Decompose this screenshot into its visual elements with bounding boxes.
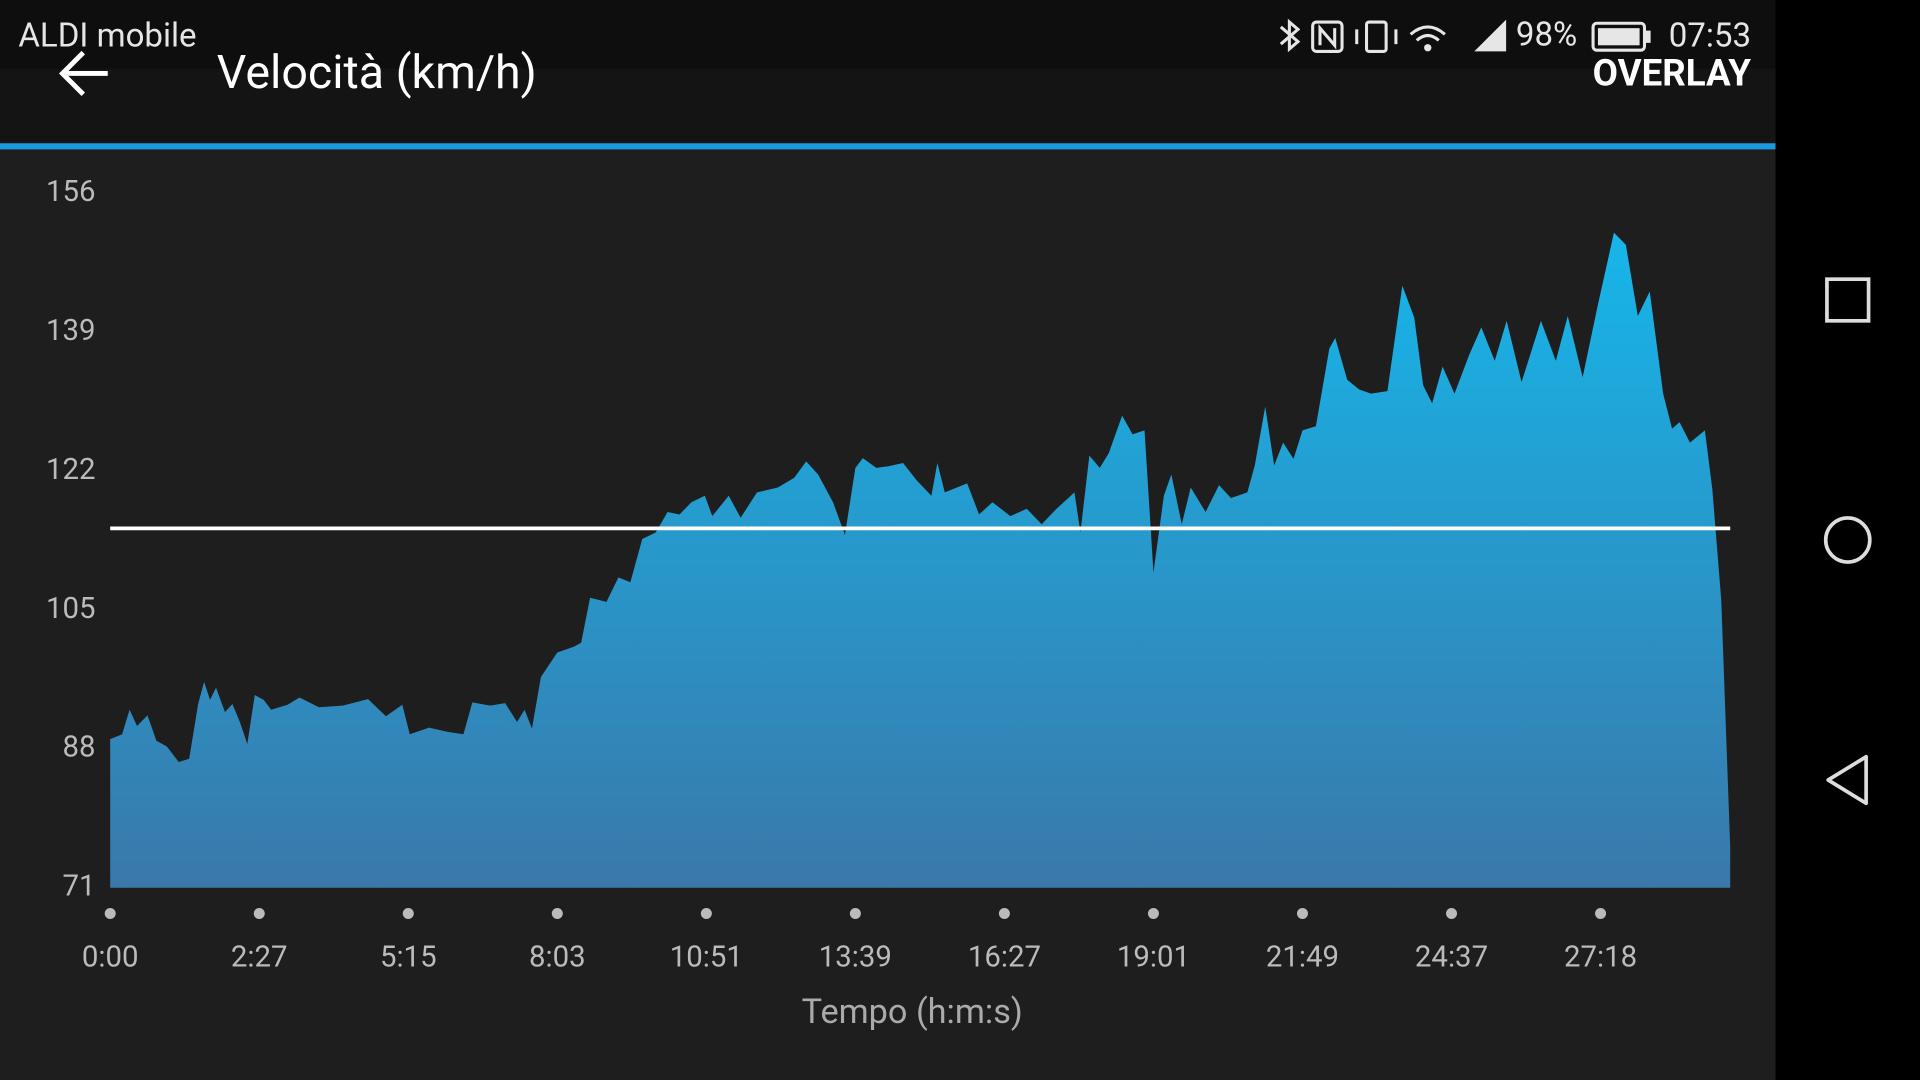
status-bar bbox=[0, 0, 1776, 69]
vibrate-waves bbox=[1355, 29, 1398, 45]
x-tick-dot bbox=[253, 907, 265, 919]
y-tick-label: 105 bbox=[46, 592, 96, 626]
wifi-icon bbox=[1409, 25, 1446, 42]
nfc-glyph bbox=[1318, 24, 1337, 50]
carrier: ALDI mobile bbox=[18, 17, 196, 56]
x-tick-label: 27:18 bbox=[1564, 941, 1637, 975]
x-tick-label: 24:37 bbox=[1415, 941, 1488, 975]
x-tick-label: 13:39 bbox=[819, 941, 892, 975]
x-tick-label: 19:01 bbox=[1117, 941, 1190, 975]
wifi-dot bbox=[1424, 44, 1432, 52]
page-title: Velocità (km/h) bbox=[217, 46, 537, 100]
x-tick-dot bbox=[998, 907, 1010, 919]
status-icons bbox=[1279, 18, 1446, 53]
x-tick-dot bbox=[1147, 907, 1159, 919]
x-tick-dot bbox=[551, 907, 563, 919]
x-tick-dot bbox=[1296, 907, 1308, 919]
y-tick-label: 88 bbox=[62, 731, 95, 765]
back-nav-button[interactable] bbox=[1826, 754, 1868, 806]
y-tick-label: 122 bbox=[46, 453, 96, 487]
back-button[interactable] bbox=[58, 50, 108, 97]
x-tick-dot bbox=[1446, 907, 1458, 919]
signal-icon bbox=[1474, 19, 1507, 52]
vibrate-icon bbox=[1365, 20, 1388, 53]
x-tick-label: 21:49 bbox=[1266, 941, 1339, 975]
bluetooth-icon bbox=[1279, 18, 1301, 53]
y-tick-label: 139 bbox=[46, 314, 96, 348]
clock: 07:53 bbox=[1669, 17, 1751, 56]
x-tick-label: 5:15 bbox=[380, 941, 437, 975]
x-tick-dot bbox=[104, 907, 116, 919]
y-tick-label: 156 bbox=[46, 175, 96, 209]
header-divider bbox=[0, 143, 1776, 150]
x-tick-dot bbox=[700, 907, 712, 919]
battery-level bbox=[1597, 28, 1640, 46]
x-tick-label: 16:27 bbox=[968, 941, 1041, 975]
x-axis-title: Tempo (h:m:s) bbox=[802, 992, 1023, 1032]
y-tick-label: 71 bbox=[62, 870, 95, 904]
speed-area bbox=[110, 232, 1731, 888]
x-tick-label: 0:00 bbox=[82, 941, 139, 975]
chart: 71 88 105 122 139 156 0:00 2:27 5:15 8:03 10:51 13:… bbox=[46, 175, 1731, 975]
battery-percent: 98% bbox=[1516, 15, 1577, 54]
x-tick-dot bbox=[402, 907, 414, 919]
x-tick-dot bbox=[1595, 907, 1607, 919]
battery-icon bbox=[1591, 21, 1647, 52]
recents-button[interactable] bbox=[1825, 277, 1871, 323]
x-tick-label: 2:27 bbox=[231, 941, 288, 975]
navigation-bar bbox=[1775, 0, 1920, 1080]
home-button[interactable] bbox=[1823, 516, 1872, 564]
x-tick-label: 10:51 bbox=[670, 941, 743, 975]
nfc-icon bbox=[1311, 20, 1344, 53]
x-tick-dot bbox=[849, 907, 861, 919]
overlay-button[interactable]: OVERLAY bbox=[1593, 52, 1752, 95]
x-tick-label: 8:03 bbox=[529, 941, 586, 975]
battery-tip bbox=[1645, 30, 1651, 43]
